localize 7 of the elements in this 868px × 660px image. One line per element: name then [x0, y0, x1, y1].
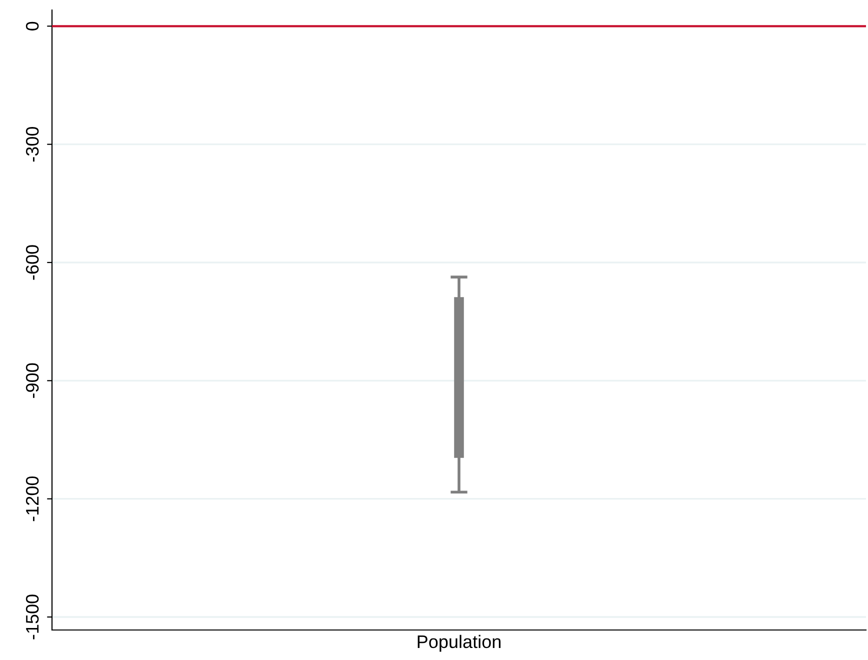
- x-tick-label: Population: [418, 634, 500, 652]
- y-tick-label: 0: [26, 22, 39, 30]
- y-tick-label: -300: [26, 126, 39, 162]
- y-tick-label: -600: [26, 245, 39, 280]
- y-tick-label: -900: [26, 363, 39, 398]
- y-tick-label: -1200: [26, 476, 39, 522]
- y-tick-label: -1500: [26, 594, 39, 640]
